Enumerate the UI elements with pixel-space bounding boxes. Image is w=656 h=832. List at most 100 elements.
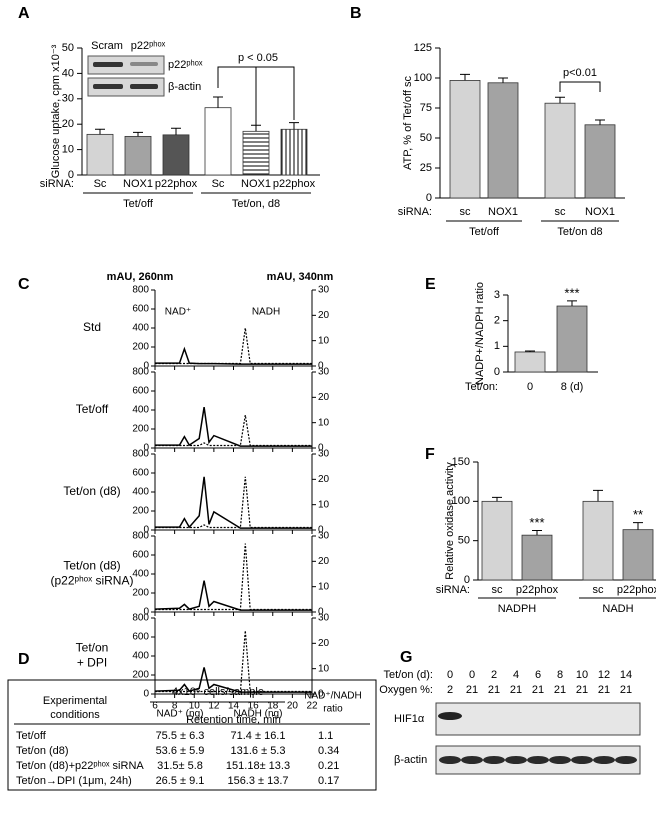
y-tick-label: 200 [132,588,149,599]
error-bar [593,489,603,502]
error-bar [460,73,470,81]
trace-label: + DPI [77,656,107,670]
error-bar [633,522,643,530]
row-label: siRNA: [398,206,432,218]
x-tick-label: p22phox [273,178,316,190]
x-tick-label: sc [460,206,472,218]
trace-label: (p22ᵖʰᵒˣ siRNA) [51,574,134,588]
y2-tick-label: 20 [318,638,330,649]
y-tick-label: 150 [452,456,470,468]
table-header: Experimental [43,695,107,707]
group-label: Tet/off [469,226,500,238]
band [130,62,158,66]
panel-letter: D [18,651,30,668]
trace-label: Tet/on [76,641,109,655]
annotation: p<0.01 [563,67,597,79]
bar [544,102,576,199]
table-cell: 31.5± 5.8 [157,760,203,772]
y-tick-label: 0 [143,361,149,372]
trace-label: Tet/off [76,402,109,416]
x-tick-label: 0 [527,381,533,393]
x-tick-label: 14 [228,701,240,712]
table-cell: 1.1 [318,730,333,742]
y-tick-label: 40 [62,67,74,79]
blot-row-label: β-actin [168,81,201,93]
x-tick-label: sc [555,206,567,218]
band [571,756,593,764]
y-tick-label: 2 [494,315,500,327]
y-tick-label: 200 [132,424,149,435]
lane-label: 14 [620,669,632,681]
trace [155,346,312,365]
lane-label: 21 [598,684,610,696]
lane-label: 21 [620,684,632,696]
blot-band-label: HIF1α [394,713,425,725]
trace [154,580,312,611]
y2-tick-label: 20 [318,392,330,403]
band [461,756,483,764]
y-tick-label: 800 [132,449,149,460]
blot-frame [87,77,165,97]
blot-band-label: β-actin [394,754,427,766]
y2-tick-label: 20 [318,310,330,321]
y2-tick-label: 30 [318,531,330,542]
table-header: NAD⁺/NADH [304,691,362,702]
y-axis-label: mAU, 260nm [107,271,174,283]
bar [481,500,513,581]
x-tick-label: Sc [94,178,107,190]
y-tick-label: 50 [420,132,432,144]
error-bar [492,496,502,502]
y2-tick-label: 10 [318,335,330,346]
group-label: Tet/on d8 [557,226,602,238]
y-tick-label: 800 [132,285,149,296]
x-tick-label: NOX1 [488,206,518,218]
y-tick-label: 400 [132,651,149,662]
bar [584,124,616,199]
table-cell: 75.5 ± 6.3 [156,730,205,742]
y-tick-label: 0 [143,443,149,454]
x-tick-label: p22phox [155,178,198,190]
bar [280,128,308,176]
lane-label: 2 [491,669,497,681]
y-tick-label: 800 [132,367,149,378]
table-cell: 0.17 [318,775,339,787]
y-tick-label: 3 [494,289,500,301]
y-tick-label: 400 [132,405,149,416]
lane-label: 0 [469,669,475,681]
y-axis-label: Relative oxidase activity [444,462,456,580]
lane-label: 0 [447,669,453,681]
y-tick-label: 400 [132,323,149,334]
y-tick-label: 1 [494,340,500,352]
x-tick-label: Sc [212,178,225,190]
bar [556,305,588,373]
table-header: conditions [50,709,100,721]
x-tick-label: NOX1 [585,206,615,218]
band [438,712,462,720]
trace-label: Std [83,320,101,334]
blot-row-label: Oxygen %: [379,684,433,696]
blot-frame [435,702,641,736]
bar [162,134,190,176]
x-tick-label: p22phox [516,584,559,596]
y-tick-label: 50 [62,42,74,54]
band [593,756,615,764]
table-cell: 0.21 [318,760,339,772]
y2-tick-label: 30 [318,613,330,624]
error-bar [133,131,143,137]
table-cell: 131.6 ± 5.3 [231,745,286,757]
panel-letter: F [425,446,435,463]
trace [155,415,312,447]
y-tick-label: 800 [132,531,149,542]
y-tick-label: 10 [62,144,74,156]
lane-label: 21 [510,684,522,696]
y-tick-label: 200 [132,670,149,681]
error-bar [595,119,605,125]
y-tick-label: 0 [143,689,149,700]
peak-label: NAD⁺ [165,307,191,318]
band [527,756,549,764]
error-bar [289,122,299,130]
x-tick-label: 22 [306,701,318,712]
y2-tick-label: 0 [318,607,324,618]
y-tick-label: 125 [414,42,432,54]
x-tick-label: sc [593,584,605,596]
